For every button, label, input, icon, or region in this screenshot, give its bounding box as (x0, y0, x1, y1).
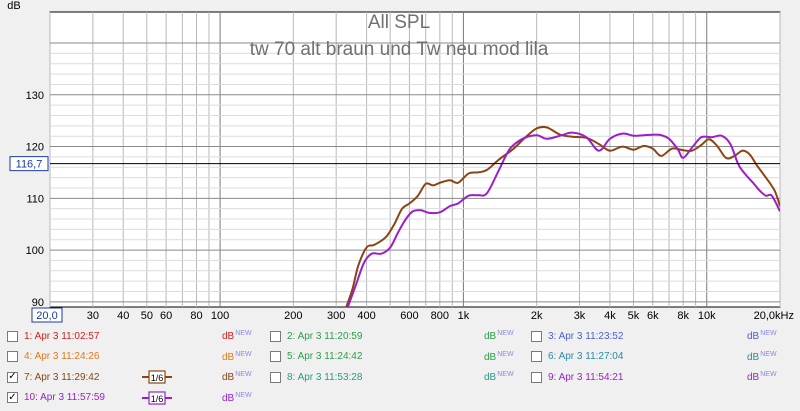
legend-label: 7: Apr 3 11:29:42 (24, 371, 100, 383)
legend-badge: NEW (497, 371, 514, 378)
legend-checkbox[interactable] (270, 330, 281, 342)
legend-unit: dBNEW (747, 371, 777, 383)
y-tick-label: 110 (26, 193, 44, 205)
series-layer (345, 125, 780, 307)
axis-labels: dB 90 100 110 120 130 20,0 30 40 50 60 80 100 200 300 4… (7, 0, 794, 323)
x-tick-label: 2k (531, 310, 543, 322)
legend-item[interactable]: 2: Apr 3 11:20:59 (270, 327, 362, 345)
legend-badge: NEW (235, 330, 252, 337)
x-tick-label: 1k (458, 310, 470, 322)
cursor-value-box (9, 156, 49, 172)
y-axis-label: dB (7, 0, 20, 12)
x-tick-label: 600 (400, 310, 418, 322)
legend-badge: NEW (760, 330, 777, 337)
x-tick-label: 4k (604, 310, 616, 322)
legend-item[interactable]: 8: Apr 3 11:53:28 (270, 368, 362, 386)
x-tick-label: 50 (141, 310, 153, 322)
legend-label: 8: Apr 3 11:53:28 (287, 371, 363, 383)
x-tick-label: 8k (677, 310, 689, 322)
y-tick-label: 100 (26, 245, 44, 257)
svg-text:1/6: 1/6 (151, 373, 164, 383)
legend-label: 2: Apr 3 11:20:59 (287, 330, 363, 342)
x-tick-label: 800 (431, 310, 449, 322)
legend-unit: dBNEW (222, 371, 252, 383)
spl-chart[interactable]: 116,7 dB 90 100 110 120 130 20,0 30 40 50 60 80 100 2… (0, 0, 800, 325)
x-tick-label: 100 (211, 310, 229, 322)
legend-unit: dBNEW (484, 350, 514, 363)
legend-unit: dBNEW (222, 350, 252, 363)
legend-checkbox[interactable]: ✓ (7, 391, 18, 403)
legend-item[interactable]: 9: Apr 3 11:54:21 (531, 368, 623, 386)
legend-item[interactable]: ✓ 10: Apr 3 11:57:59 (7, 389, 105, 407)
legend-unit: dBNEW (222, 330, 252, 342)
legend-badge: NEW (497, 330, 514, 337)
x-tick-label: 300 (327, 310, 345, 322)
legend-panel: 1: Apr 3 11:02:57 dBNEW 2: Apr 3 11:20:59 d… (0, 325, 800, 411)
legend-unit: dBNEW (747, 330, 777, 342)
legend-item[interactable]: ✓ 7: Apr 3 11:29:42 (7, 368, 99, 386)
legend-checkbox[interactable] (270, 371, 281, 383)
legend-badge: NEW (235, 350, 252, 358)
legend-label: 4: Apr 3 11:24:26 (24, 351, 100, 362)
legend-checkbox[interactable] (270, 351, 281, 362)
smoothing-indicator[interactable]: 1/6 (142, 370, 172, 384)
legend-checkbox[interactable] (7, 330, 18, 342)
legend-checkbox[interactable] (531, 351, 542, 362)
x-tick-label: 3k (574, 310, 586, 322)
legend-label: 3: Apr 3 11:23:52 (548, 330, 624, 342)
chart-subtitle: tw 70 alt braun und Tw neu mod lila (250, 39, 549, 60)
legend-label: 5: Apr 3 11:24:42 (287, 351, 363, 362)
legend-checkbox[interactable] (7, 351, 18, 362)
legend-unit: dBNEW (484, 330, 514, 342)
legend-checkbox[interactable]: ✓ (7, 371, 18, 383)
legend-label: 9: Apr 3 11:54:21 (548, 371, 624, 383)
cursor-layer: 116,7 (9, 156, 780, 172)
x-tick-label: 400 (357, 310, 375, 322)
svg-text:1/6: 1/6 (151, 394, 164, 404)
x-tick-label: 10k (698, 310, 716, 322)
x-start-box (31, 307, 63, 323)
legend-checkbox[interactable] (531, 371, 542, 383)
legend-label: 1: Apr 3 11:02:57 (24, 330, 100, 342)
series-line-2 (346, 131, 780, 307)
cursor-value-label: 116,7 (16, 159, 43, 171)
legend-item[interactable]: 3: Apr 3 11:23:52 (531, 327, 623, 345)
y-tick-label: 120 (26, 142, 44, 154)
legend-checkbox[interactable] (531, 330, 542, 342)
legend-badge: NEW (760, 350, 777, 358)
x-tick-label: 5k (628, 310, 640, 322)
y-tick-label: 90 (32, 297, 44, 309)
legend-badge: NEW (235, 391, 252, 399)
legend-item[interactable]: 6: Apr 3 11:27:04 (531, 348, 623, 366)
plot-area[interactable] (49, 11, 781, 308)
y-tick-label: 130 (26, 90, 44, 102)
legend-label: 6: Apr 3 11:27:04 (548, 351, 624, 362)
x-tick-label: 20,0kHz (754, 310, 794, 322)
x-tick-label: 60 (160, 310, 172, 322)
x-tick-label: 6k (647, 310, 659, 322)
x-tick-label: 200 (284, 310, 302, 322)
legend-unit: dBNEW (747, 350, 777, 363)
legend-badge: NEW (760, 371, 777, 378)
legend-item[interactable]: 4: Apr 3 11:24:26 (7, 348, 99, 366)
legend-unit: dBNEW (222, 391, 252, 404)
x-tick-label: 40 (117, 310, 129, 322)
chart-title: All SPL (368, 12, 430, 33)
legend-unit: dBNEW (484, 371, 514, 383)
x-tick-label: 20,0 (36, 310, 57, 322)
legend-item[interactable]: 1: Apr 3 11:02:57 (7, 327, 99, 345)
legend-item[interactable]: 5: Apr 3 11:24:42 (270, 348, 362, 366)
legend-label: 10: Apr 3 11:57:59 (24, 392, 105, 403)
grid (49, 12, 781, 307)
legend-badge: NEW (235, 371, 252, 378)
legend-badge: NEW (497, 350, 514, 358)
x-tick-label: 30 (87, 310, 99, 322)
smoothing-indicator[interactable]: 1/6 (142, 390, 172, 405)
x-tick-label: 80 (190, 310, 202, 322)
